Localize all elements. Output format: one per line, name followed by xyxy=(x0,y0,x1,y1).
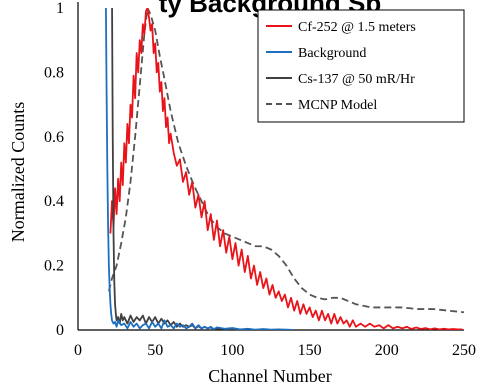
y-tick-labels: 0 0.2 0.4 0.6 0.8 1 xyxy=(44,0,64,339)
y-tick-label: 0 xyxy=(56,322,64,339)
y-tick-label: 0.8 xyxy=(44,64,64,81)
y-tick-label: 0.2 xyxy=(44,258,64,275)
legend-box xyxy=(257,9,465,123)
x-tick-labels: 0 50 100 150 200 250 xyxy=(74,342,476,359)
y-tick-label: 0.6 xyxy=(44,129,64,146)
x-tick-label: 0 xyxy=(74,342,82,359)
x-axis-title: Channel Number xyxy=(208,366,331,386)
x-tick-label: 150 xyxy=(298,342,322,359)
series-layer xyxy=(105,8,464,330)
legend-label: MCNP Model xyxy=(298,98,377,113)
x-tick-label: 250 xyxy=(452,342,476,359)
y-tick-label: 1 xyxy=(56,0,64,17)
series-line-cf-252-1-5-meters xyxy=(109,8,463,330)
y-axis-title: Normalized Counts xyxy=(8,102,28,242)
y-tick-label: 0.4 xyxy=(44,193,64,210)
series-line-mcnp-model xyxy=(108,8,464,314)
legend-label: Cf-252 @ 1.5 meters xyxy=(298,20,416,35)
legend-label: Background xyxy=(298,46,366,61)
legend-label: Cs-137 @ 50 mR/Hr xyxy=(298,72,415,87)
x-tick-label: 50 xyxy=(147,342,163,359)
x-tick-label: 100 xyxy=(220,342,244,359)
legend: Cf-252 @ 1.5 meters Background Cs-137 @ 50… xyxy=(257,9,465,123)
series-line-background xyxy=(105,8,295,330)
x-tick-label: 200 xyxy=(375,342,399,359)
